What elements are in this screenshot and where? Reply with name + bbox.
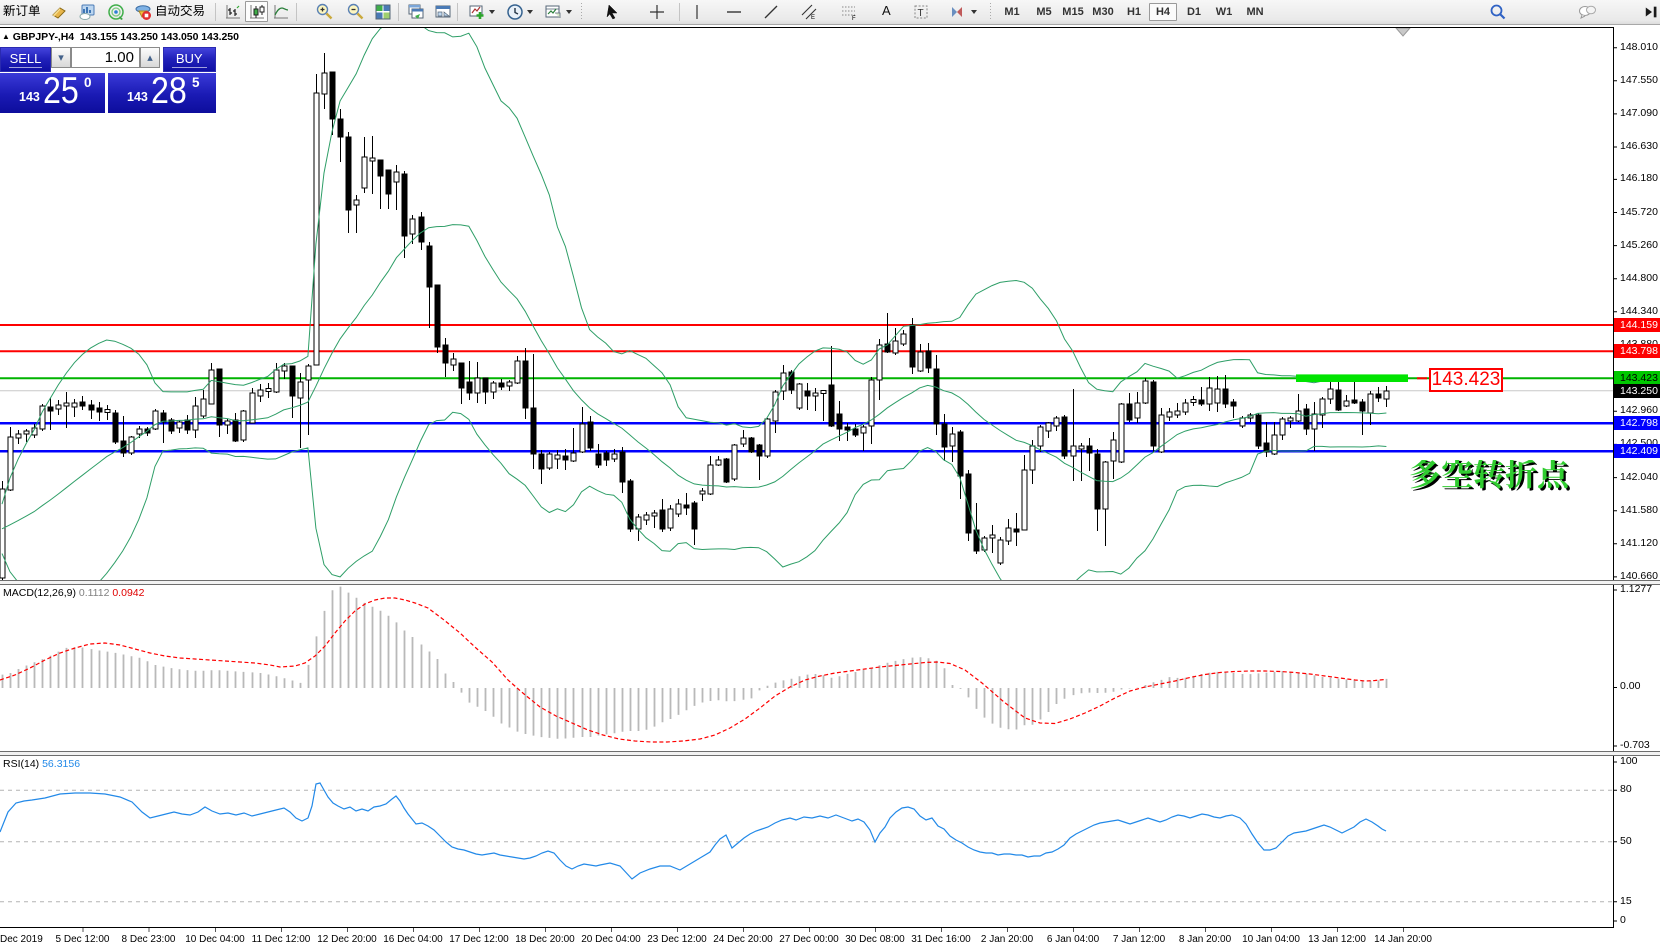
svg-text:T: T [918, 8, 924, 19]
svg-text:E: E [811, 15, 815, 21]
svg-text:F: F [852, 16, 856, 21]
